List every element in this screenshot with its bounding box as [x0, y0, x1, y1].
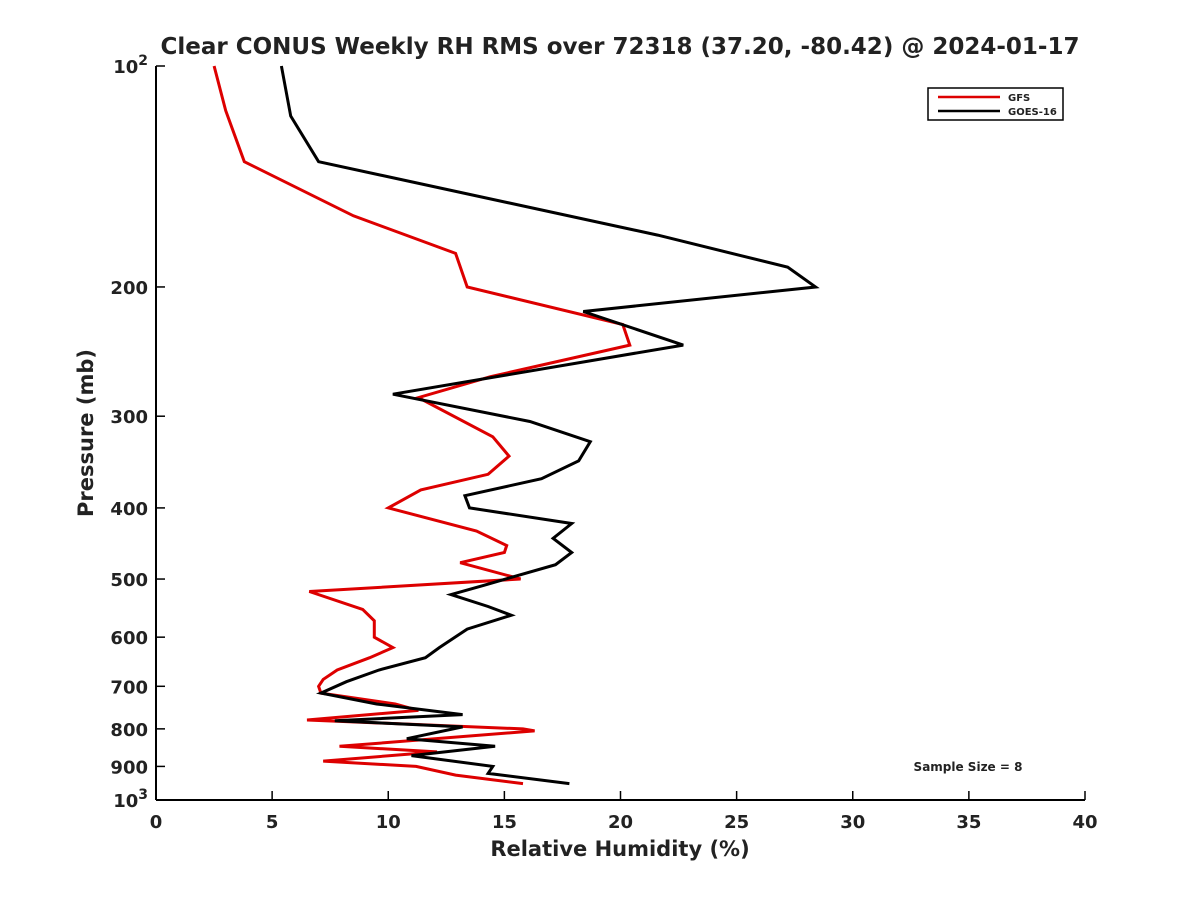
series-line-gfs	[212, 65, 632, 786]
x-tick-label: 20	[608, 812, 633, 833]
y-tick-label: 400	[110, 499, 148, 520]
y-tick-label: 600	[110, 628, 148, 649]
legend-box	[927, 87, 1064, 121]
x-tick-label: 0	[150, 812, 163, 833]
plot-lines	[212, 65, 820, 786]
legend-label-goes16: GOES-16	[1008, 107, 1057, 118]
y-tick-label: 800	[110, 720, 148, 741]
y-tick-label: 900	[110, 757, 148, 778]
y-tick-label: 500	[110, 570, 148, 591]
sample-size-annotation: Sample Size = 8	[914, 760, 1023, 774]
x-tick-label: 40	[1072, 812, 1097, 833]
plot-area	[156, 66, 1085, 800]
x-tick-label: 5	[266, 812, 279, 833]
y-axis-label: Pressure (mb)	[74, 349, 98, 517]
x-tick-label: 35	[956, 812, 981, 833]
x-tick-label: 30	[840, 812, 865, 833]
y-tick-label: 300	[110, 407, 148, 428]
y-tick-label: 102	[113, 53, 148, 78]
series-line-goes-16	[279, 65, 820, 786]
legend-label-gfs: GFS	[1008, 93, 1030, 104]
x-tick-label: 10	[376, 812, 401, 833]
y-tick-label: 103	[113, 787, 148, 812]
ticks: 0 5 10 15 20 25 30 35 40 102 200 300 400 500 600 700 800…	[110, 53, 1097, 833]
x-tick-label: 15	[492, 812, 517, 833]
legend: GFS GOES-16	[927, 87, 1064, 121]
axes	[155, 66, 1085, 801]
y-tick-label: 200	[110, 278, 148, 299]
y-tick-label: 700	[110, 677, 148, 698]
chart-title: Clear CONUS Weekly RH RMS over 72318 (37…	[161, 34, 1080, 60]
x-axis-label: Relative Humidity (%)	[490, 837, 749, 861]
x-tick-label: 25	[724, 812, 749, 833]
